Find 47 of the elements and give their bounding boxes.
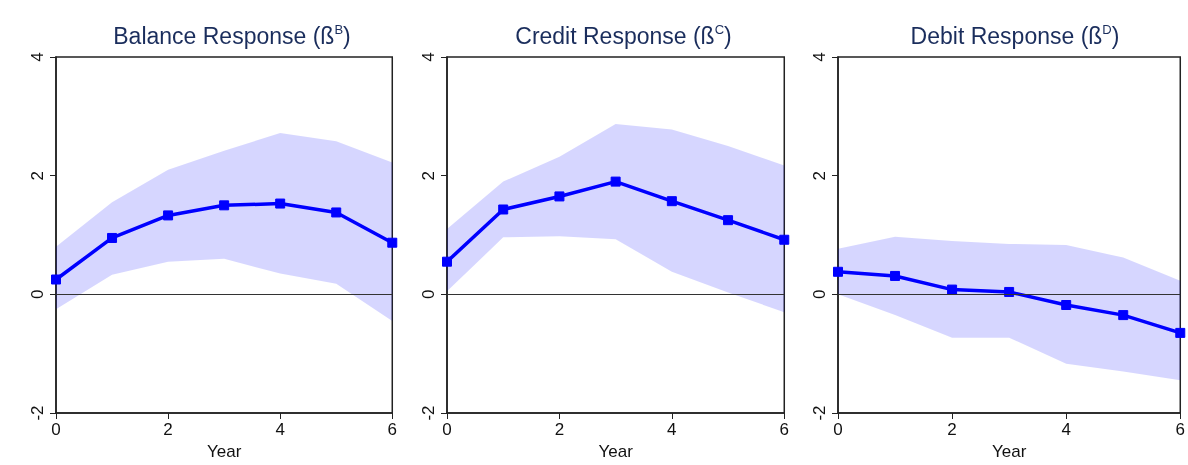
point [442, 256, 452, 267]
y-tick-label: 4 [810, 52, 829, 62]
point [779, 234, 790, 245]
point [275, 198, 286, 209]
x-axis-title: Year [206, 442, 242, 461]
point [833, 266, 843, 277]
point [51, 274, 61, 285]
x-tick-label: 2 [947, 420, 957, 439]
x-tick-label: 2 [163, 420, 173, 439]
y-tick-label: 4 [28, 52, 47, 62]
y-tick-label: 0 [810, 289, 829, 300]
y-tick-label: 0 [28, 289, 47, 300]
y-tick-label: -2 [419, 405, 438, 421]
x-tick-label: 4 [1061, 420, 1071, 439]
y-tick-label: -2 [28, 405, 47, 421]
x-tick-label: 4 [667, 420, 677, 439]
y-tick-label: 2 [28, 170, 47, 181]
x-tick-label: 2 [554, 420, 565, 439]
x-tick-label: 6 [779, 420, 790, 439]
point [498, 204, 509, 215]
point [1118, 310, 1129, 321]
point [610, 176, 621, 187]
point [387, 237, 398, 248]
point [666, 196, 677, 207]
x-tick-label: 0 [51, 420, 61, 439]
x-axis-title: Year [598, 442, 634, 461]
point [331, 207, 342, 218]
x-tick-label: 4 [275, 420, 285, 439]
point [1061, 300, 1072, 311]
point [1175, 327, 1186, 338]
point [947, 284, 958, 295]
y-tick-label: 2 [419, 170, 438, 181]
y-tick-label: 4 [419, 52, 438, 62]
point [554, 191, 565, 202]
point [163, 210, 174, 221]
y-tick-label: -2 [810, 405, 829, 421]
x-tick-label: 0 [442, 420, 452, 439]
point [723, 215, 734, 226]
x-axis-title: Year [991, 442, 1027, 461]
point [890, 270, 901, 281]
x-tick-label: 0 [833, 420, 843, 439]
x-tick-label: 6 [387, 420, 398, 439]
x-tick-label: 6 [1175, 420, 1186, 439]
y-tick-label: 2 [810, 170, 829, 181]
y-tick-label: 0 [419, 289, 438, 300]
point [107, 232, 118, 243]
point [219, 200, 230, 211]
